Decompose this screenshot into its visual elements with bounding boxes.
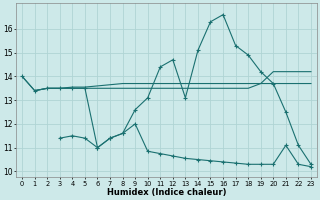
X-axis label: Humidex (Indice chaleur): Humidex (Indice chaleur) (107, 188, 226, 197)
